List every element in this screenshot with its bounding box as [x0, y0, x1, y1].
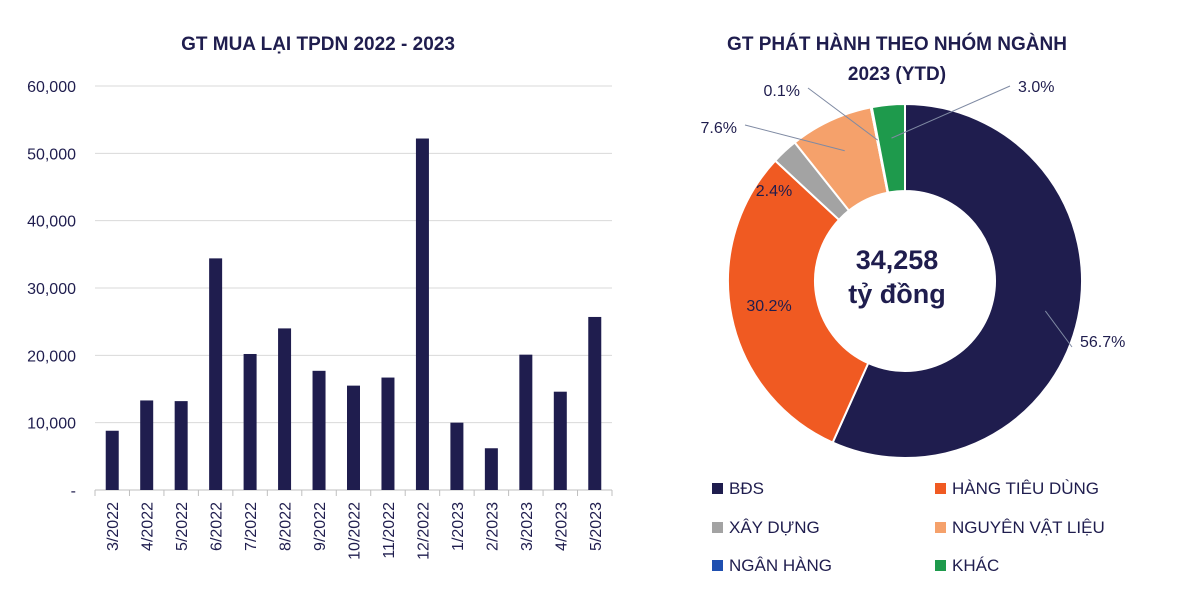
donut-leader-line	[744, 124, 845, 152]
bar-y-axis: - 10,000 20,000 30,000 40,000 50,000 60,000	[27, 79, 76, 500]
donut-leader-line	[807, 87, 878, 141]
legend-swatch	[935, 483, 946, 494]
bar-x-tick-label: 6/2022	[209, 502, 226, 551]
bar	[450, 422, 464, 490]
legend-label: BĐS	[729, 479, 764, 498]
donut-data-label: 3.0%	[1018, 79, 1054, 96]
bar-chart: GT MUA LẠI TPDN 2022 - 2023 - 10,000 20,00…	[27, 34, 613, 560]
donut-data-label: 30.2%	[746, 298, 791, 315]
bar-x-tick-label: 4/2022	[140, 502, 157, 551]
donut-title-line-2: 2023 (YTD)	[848, 64, 946, 85]
donut-data-label: 0.1%	[764, 83, 800, 100]
bar	[588, 316, 602, 490]
legend-label: NGUYÊN VẬT LIỆU	[952, 518, 1105, 537]
bar	[278, 328, 292, 490]
bar-series	[105, 138, 602, 490]
donut-title-line-1: GT PHÁT HÀNH THEO NHÓM NGÀNH	[727, 33, 1067, 55]
legend-swatch	[712, 560, 723, 571]
donut-data-label: 56.7%	[1080, 334, 1125, 351]
bar-y-tick-label: 40,000	[27, 214, 76, 231]
legend-swatch	[712, 522, 723, 533]
bar	[105, 430, 119, 490]
donut-leader-line	[891, 85, 1011, 139]
bar-y-tick-label: 30,000	[27, 281, 76, 298]
legend-swatch	[935, 560, 946, 571]
bar	[174, 401, 188, 490]
legend-swatch	[712, 483, 723, 494]
bar-y-tick-label: -	[71, 483, 76, 500]
donut-data-label: 7.6%	[701, 120, 737, 137]
legend-label: HÀNG TIÊU DÙNG	[952, 479, 1099, 498]
bar-x-tick-label: 9/2022	[312, 502, 329, 551]
donut-chart: GT PHÁT HÀNH THEO NHÓM NGÀNH 2023 (YTD) …	[701, 33, 1126, 575]
bar-y-tick-label: 60,000	[27, 79, 76, 96]
bar	[209, 258, 223, 490]
bar-y-tick-label: 20,000	[27, 348, 76, 365]
bar-x-tick-label: 4/2023	[553, 502, 570, 551]
legend-label: KHÁC	[952, 556, 999, 575]
donut-leader-lines	[744, 85, 1073, 348]
donut-slice	[727, 159, 870, 444]
bar-x-tick-label: 10/2022	[347, 502, 364, 560]
bar-x-tick-label: 3/2023	[519, 502, 536, 551]
bar-x-tick-label: 12/2022	[415, 502, 432, 560]
bar-x-axis: 3/2022 4/2022 5/2022 6/2022 7/2022 8/2022 9/20…	[94, 490, 613, 560]
bar	[484, 448, 498, 490]
bar	[553, 391, 567, 490]
donut-data-labels: 56.7% 30.2% 2.4% 7.6% 0.1% 3.0%	[701, 79, 1126, 351]
bar	[140, 400, 154, 490]
bar	[381, 377, 395, 490]
bar-x-tick-label: 3/2022	[105, 502, 122, 551]
bar	[347, 385, 360, 490]
bar	[243, 353, 257, 490]
donut-legend: BĐS HÀNG TIÊU DÙNG XÂY DỰNG NGUYÊN VẬT LIỆU…	[712, 479, 1105, 575]
bar-x-tick-label: 11/2022	[381, 502, 398, 559]
bar	[415, 138, 429, 490]
bar-x-tick-label: 8/2022	[278, 502, 295, 551]
bar-y-tick-label: 50,000	[27, 146, 76, 163]
bar-x-tick-label: 5/2023	[588, 502, 605, 551]
donut-center-value: 34,258	[856, 245, 939, 275]
bar-chart-title: GT MUA LẠI TPDN 2022 - 2023	[181, 34, 455, 55]
donut-data-label: 2.4%	[756, 183, 792, 200]
bar-x-tick-label: 1/2023	[450, 502, 467, 551]
donut-center-unit: tỷ đồng	[848, 279, 945, 309]
bar	[519, 354, 533, 490]
bar-x-tick-label: 7/2022	[243, 502, 260, 551]
bar-x-tick-label: 2/2023	[484, 502, 501, 551]
donut-slice	[831, 102, 1083, 459]
donut-leader-line	[1044, 310, 1073, 348]
bar-y-tick-label: 10,000	[27, 416, 76, 433]
bar-x-tick-label: 5/2022	[174, 502, 191, 551]
donut-slice	[870, 102, 906, 194]
legend-label: NGÂN HÀNG	[729, 556, 832, 575]
donut-slices	[727, 102, 1083, 459]
bar	[312, 370, 326, 490]
legend-label: XÂY DỰNG	[729, 518, 820, 537]
legend-swatch	[935, 522, 946, 533]
